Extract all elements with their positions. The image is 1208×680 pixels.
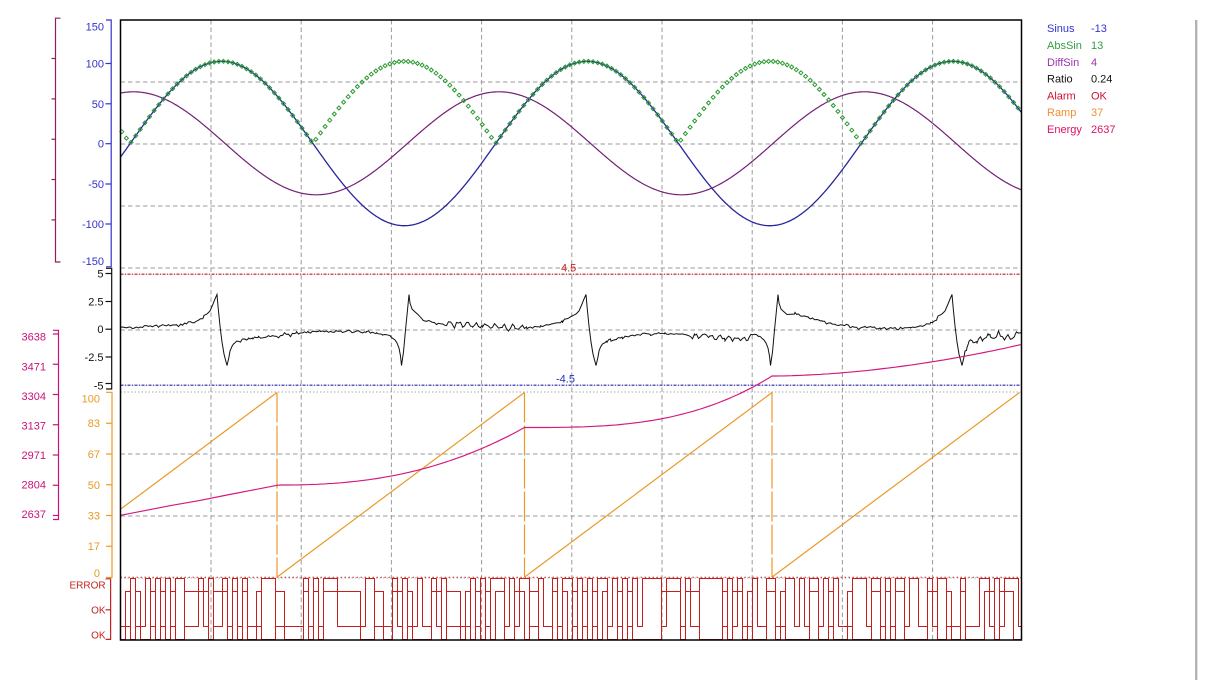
svg-text:5: 5 [97,269,103,281]
svg-text:Alarm: Alarm [1047,90,1076,102]
svg-text:ERROR: ERROR [69,580,105,591]
svg-text:OK: OK [1091,90,1108,102]
svg-text:-100: -100 [82,219,104,231]
svg-text:-50: -50 [88,179,104,191]
svg-text:-4.5: -4.5 [556,374,575,386]
svg-text:4: 4 [1091,57,1097,69]
svg-text:50: 50 [92,99,104,111]
svg-text:150: 150 [86,22,104,34]
svg-text:100: 100 [82,394,100,406]
svg-text:-5: -5 [94,381,104,393]
svg-text:0: 0 [94,568,100,580]
svg-text:2637: 2637 [1091,124,1115,136]
svg-text:13: 13 [1091,40,1103,52]
svg-text:4.5: 4.5 [561,263,576,275]
svg-text:33: 33 [88,511,100,523]
svg-text:DiffSin: DiffSin [1047,57,1079,69]
svg-text:2637: 2637 [22,509,46,521]
svg-text:0: 0 [98,139,104,151]
svg-text:-13: -13 [1091,23,1107,35]
svg-text:Energy: Energy [1047,124,1082,136]
svg-text:-150: -150 [82,256,104,268]
svg-text:37: 37 [1091,107,1103,119]
svg-text:67: 67 [88,449,100,461]
svg-text:3304: 3304 [22,391,46,403]
svg-text:3137: 3137 [22,420,46,432]
svg-text:OK: OK [91,631,106,642]
svg-text:0.24: 0.24 [1091,74,1112,86]
svg-text:AbsSin: AbsSin [1047,40,1082,52]
svg-text:Ramp: Ramp [1047,107,1076,119]
svg-text:17: 17 [88,541,100,553]
svg-text:Ratio: Ratio [1047,74,1073,86]
svg-text:3638: 3638 [22,332,46,344]
svg-text:2971: 2971 [22,450,46,462]
svg-text:0: 0 [97,324,103,336]
svg-text:50: 50 [88,480,100,492]
svg-text:Sinus: Sinus [1047,23,1075,35]
svg-text:OK: OK [91,605,106,616]
svg-text:2804: 2804 [22,480,46,492]
svg-text:100: 100 [86,59,104,71]
svg-text:2.5: 2.5 [88,297,103,309]
svg-text:3471: 3471 [22,361,46,373]
svg-text:83: 83 [88,418,100,430]
svg-text:-2.5: -2.5 [85,352,104,364]
